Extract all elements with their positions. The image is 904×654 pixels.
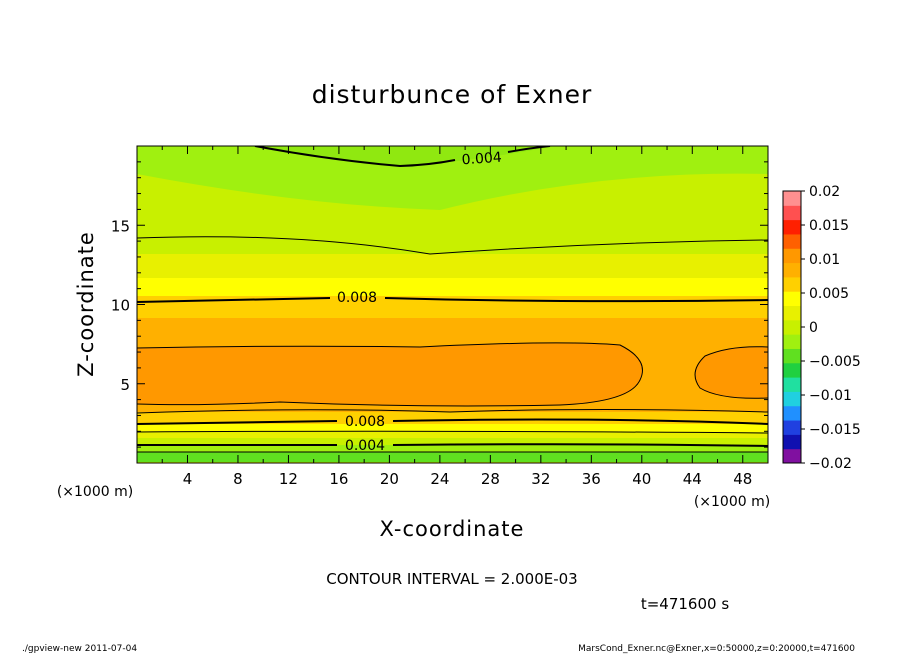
x-tick-label: 4	[183, 470, 193, 488]
contour-lower-bold-2	[137, 443, 768, 447]
colorbar-swatch	[783, 233, 801, 249]
x-tick-label: 28	[481, 470, 500, 488]
colorbar-tick-label: 0.005	[809, 286, 849, 302]
band-top-yellowgreen	[137, 173, 768, 254]
band-lower-yellowgreen	[137, 438, 768, 445]
x-tick-label: 24	[430, 470, 449, 488]
colorbar-swatch	[783, 434, 801, 450]
band-lower-yellow	[137, 424, 768, 432]
contour-lower-thin-3	[137, 451, 768, 453]
colorbar-swatch	[783, 405, 801, 421]
colorbar-tick-label: −0.015	[809, 422, 861, 438]
x-tick-label: 16	[329, 470, 348, 488]
contour-core-east	[694, 346, 768, 399]
colorbar-swatch	[783, 348, 801, 364]
colorbar-swatch	[783, 219, 801, 235]
colorbar-tick-label: −0.02	[809, 456, 852, 472]
colorbar-swatch	[783, 391, 801, 407]
x-tick-label: 44	[683, 470, 702, 488]
band-upper-lime	[137, 254, 768, 278]
band-lower-lime	[137, 432, 768, 438]
x-tick-label: 12	[279, 470, 298, 488]
x-axis-label: X-coordinate	[380, 517, 525, 541]
colorbar-swatch	[783, 448, 801, 464]
contour-core-west	[137, 342, 643, 407]
contour-lower-bold-1	[137, 418, 768, 425]
x-tick-label: 32	[531, 470, 550, 488]
chart-title: disturbunce of Exner	[312, 80, 593, 109]
time-label: t=471600 s	[641, 595, 729, 613]
colorbar-tick-label: 0.02	[809, 184, 840, 200]
contour-label-upper: 0.008	[337, 290, 377, 306]
x-tick-label: 20	[380, 470, 399, 488]
colorbar-swatch	[783, 334, 801, 349]
colorbar-swatch	[783, 305, 801, 321]
x-tick-label: 48	[733, 470, 752, 488]
y-tick-label: 15	[111, 217, 130, 235]
x-tick-label: 40	[632, 470, 651, 488]
band-top-deep-green	[250, 146, 555, 166]
colorbar-swatch	[783, 191, 801, 206]
colorbar-tick-label: 0.01	[809, 252, 840, 268]
band-top-green	[137, 146, 768, 210]
colorbar-swatch	[783, 319, 801, 335]
colorbar-ticks: 0.02 0.015 0.01 0.005 0 −0.005 −0.01 −0.015 −0.0…	[801, 184, 861, 472]
core-east	[695, 346, 768, 399]
x-unit-right: (×1000 m)	[694, 494, 770, 510]
colorbar-swatch	[783, 420, 801, 435]
contour-upper-bold	[137, 297, 768, 303]
x-unit-left: (×1000 m)	[57, 484, 133, 500]
y-axis-label: Z-coordinate	[74, 231, 98, 377]
colorbar-swatch	[783, 262, 801, 278]
band-upper-yellow	[137, 278, 768, 296]
colorbar-swatch	[783, 276, 801, 292]
contour-label-lower-1: 0.008	[345, 414, 385, 430]
colorbar-swatch	[783, 205, 801, 221]
contour-lower-thin-1	[137, 409, 768, 414]
colorbar-tick-label: −0.01	[809, 388, 852, 404]
contour-upper-thin	[137, 236, 768, 255]
colorbar-tick-label: 0	[809, 320, 818, 336]
colorbar-swatch	[783, 248, 801, 264]
band-lower-green	[137, 452, 768, 462]
colorbar-tick-label: −0.005	[809, 354, 861, 370]
footer-right: MarsCond_Exner.nc@Exner,x=0:50000,z=0:20…	[578, 644, 855, 654]
colorbar	[783, 191, 801, 464]
colorbar-swatch	[783, 362, 801, 378]
x-axis-ticks: 4 8 12 16 20 24 28 32 36 40 44 48	[161, 146, 752, 488]
contour-label-lower-2: 0.004	[345, 438, 385, 454]
y-axis-ticks: 5 10 15	[111, 161, 768, 448]
x-tick-label: 36	[582, 470, 601, 488]
footer-left: ./gpview-new 2011-07-04	[22, 644, 137, 654]
colorbar-swatch	[783, 377, 801, 392]
contour-lower-thin-2	[137, 430, 768, 434]
y-tick-label: 10	[111, 297, 130, 315]
y-tick-label: 5	[120, 376, 130, 394]
x-tick-label: 8	[233, 470, 243, 488]
plot-area: 0.004 0.008 0.008 0.004	[137, 146, 768, 463]
contour-interval-note: CONTOUR INTERVAL = 2.000E-03	[326, 570, 577, 588]
colorbar-swatch	[783, 291, 801, 307]
core-west	[137, 342, 643, 406]
colorbar-tick-label: 0.015	[809, 218, 849, 234]
contour-label-top: 0.004	[461, 150, 502, 169]
band-lower-lightgreen	[137, 445, 768, 452]
